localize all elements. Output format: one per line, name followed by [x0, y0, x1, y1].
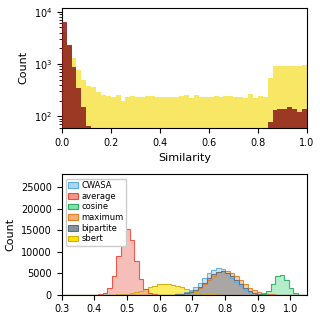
Polygon shape — [62, 284, 307, 295]
Polygon shape — [62, 229, 307, 295]
Polygon shape — [62, 270, 307, 295]
Polygon shape — [62, 268, 307, 295]
X-axis label: Similarity: Similarity — [158, 153, 211, 163]
Polygon shape — [62, 271, 307, 295]
Polygon shape — [62, 32, 307, 320]
Y-axis label: Count: Count — [5, 218, 16, 251]
Legend: CWASA, average, cosine, maximum, bipartite, sbert: CWASA, average, cosine, maximum, biparti… — [66, 179, 126, 246]
Y-axis label: Count: Count — [18, 51, 28, 84]
Polygon shape — [62, 22, 307, 320]
Polygon shape — [62, 275, 307, 295]
